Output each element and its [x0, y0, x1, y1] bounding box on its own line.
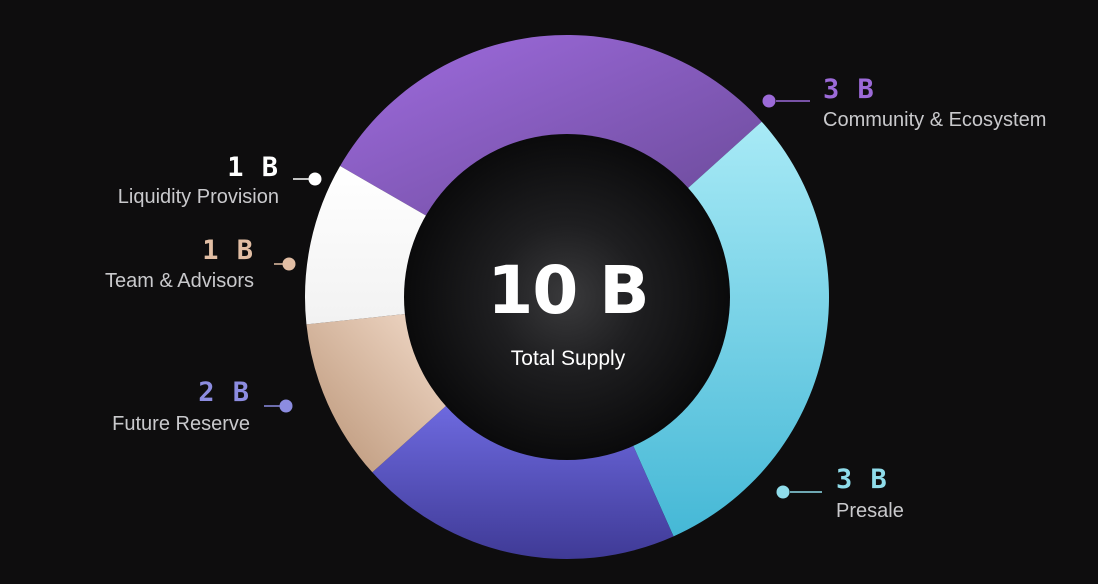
- total-supply-caption: Total Supply: [510, 347, 626, 370]
- community-value-label: 3 B: [823, 74, 875, 105]
- reserve-value-label: 2 B: [198, 377, 250, 408]
- reserve-slice: [372, 404, 674, 559]
- presale-marker-dot: [776, 485, 790, 499]
- liquidity-marker-dot: [308, 172, 322, 186]
- presale-value-label: 3 B: [836, 464, 888, 495]
- team-name-label: Team & Advisors: [105, 270, 254, 292]
- community-slice: [340, 35, 762, 217]
- presale-slice: [632, 121, 829, 537]
- team-marker-dot: [282, 257, 296, 271]
- team-value-label: 1 B: [202, 235, 254, 266]
- community-marker-dot: [762, 94, 776, 108]
- total-supply-value: 10 B: [487, 252, 649, 329]
- reserve-name-label: Future Reserve: [112, 413, 250, 435]
- liquidity-name-label: Liquidity Provision: [117, 186, 279, 208]
- presale-name-label: Presale: [836, 500, 904, 522]
- liquidity-slice: [305, 166, 429, 325]
- donut-hole: [404, 134, 730, 460]
- liquidity-value-label: 1 B: [227, 152, 279, 183]
- team-slice: [306, 313, 449, 473]
- community-name-label: Community & Ecosystem: [823, 109, 1047, 131]
- reserve-marker-dot: [279, 399, 293, 413]
